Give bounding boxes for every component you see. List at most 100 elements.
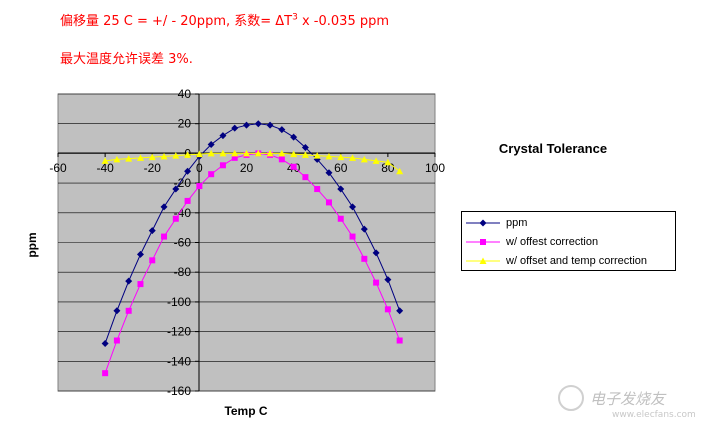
data-point [219,132,227,140]
data-point [172,185,180,193]
series-group [101,120,404,377]
legend-swatch-marker [479,257,487,264]
data-point [290,133,298,141]
data-point [113,155,121,163]
legend-item-ppm: ppm [462,216,527,230]
data-point [136,250,144,258]
x-axis-label: Temp C [224,404,267,418]
data-point [125,307,132,314]
data-point [231,154,238,161]
data-point [101,339,109,347]
offset-note: 偏移量 25 C = +/ - 20ppm, 系数= ΔT3 x -0.035 … [60,10,389,29]
data-point [184,167,192,175]
y-tick-label: -60 [174,236,192,250]
y-tick-label: -120 [167,325,191,339]
data-point [360,225,368,233]
data-point [149,257,156,264]
legend-label-offset-temp: w/ offset and temp correction [506,255,648,267]
y-axis-label: ppm [25,232,39,257]
watermark-url: www.elecfans.com [612,410,696,420]
y-tick-label: -100 [167,295,191,309]
data-point [278,156,285,163]
y-tick-labels: 40200-20-40-60-80-100-120-140-160 [167,87,199,398]
chart-title: Crystal Tolerance [499,141,607,156]
y-tick-label: -140 [167,354,191,368]
legend-swatch-marker [480,239,486,245]
data-point [207,149,215,157]
offset-note-tail: x -0.035 ppm [297,14,390,29]
data-point [125,155,133,162]
data-point [384,276,392,284]
watermark-logo-icon [558,385,584,411]
data-point [278,126,286,134]
legend-item-offset-temp: w/ offset and temp correction [462,254,647,268]
data-point [208,171,215,178]
data-point [384,306,391,313]
data-point [231,149,239,157]
x-tick-label: 100 [425,161,445,175]
data-point [361,255,368,262]
data-point [196,183,203,190]
legend-swatch-offset [466,239,500,245]
x-tick-label: -40 [96,161,114,175]
data-point [301,151,309,158]
data-point [113,337,120,344]
data-point [113,307,121,315]
offset-note-exponent: 3 [292,12,298,23]
tolerance-note: 最大温度允许误差 3%. [60,52,193,67]
data-point [172,215,179,222]
series-0 [101,120,404,347]
data-point [231,124,239,132]
data-point [302,174,309,181]
data-point [360,155,368,163]
data-point [337,185,345,193]
series-line-2 [105,152,400,172]
data-point [337,215,344,222]
data-point [290,150,298,158]
data-point [313,152,321,159]
chart-legend: ppm w/ offest correction w/ offset and t… [461,211,676,271]
data-point [125,277,133,285]
y-tick-label: -80 [174,265,192,279]
data-point [195,150,203,158]
data-point [219,162,226,169]
data-point [325,152,333,160]
data-point [172,152,180,159]
data-point [101,157,109,164]
x-tick-label: 60 [334,161,348,175]
data-point [160,152,168,160]
x-tick-label: -20 [144,161,162,175]
watermark-brand: 电子发烧友 [590,390,666,408]
legend-item-offset: w/ offest correction [462,235,598,249]
y-tick-label: 20 [178,117,192,131]
data-point [102,370,109,377]
data-point [266,149,274,157]
legend-swatch-offset-temp [466,257,500,264]
data-point [325,169,333,177]
data-point [373,279,380,286]
series-2 [101,149,404,175]
data-point [384,158,392,166]
data-point [349,203,357,211]
data-point [207,140,215,148]
data-point [184,151,192,158]
data-point [184,197,191,204]
data-point [396,167,404,175]
data-point [314,186,321,193]
x-tick-label: 20 [240,161,254,175]
data-point [396,307,404,315]
data-point [254,149,262,157]
legend-label-offset: w/ offest correction [506,236,599,248]
x-tick-label: 0 [196,161,203,175]
legend-swatch-marker [479,219,487,227]
data-point [396,337,403,344]
data-point [349,233,356,240]
series-line-0 [104,123,401,344]
data-point [148,227,156,235]
data-point [372,249,380,257]
data-point [136,154,144,161]
data-point [266,121,274,129]
data-point [372,157,380,164]
data-point [243,149,250,157]
